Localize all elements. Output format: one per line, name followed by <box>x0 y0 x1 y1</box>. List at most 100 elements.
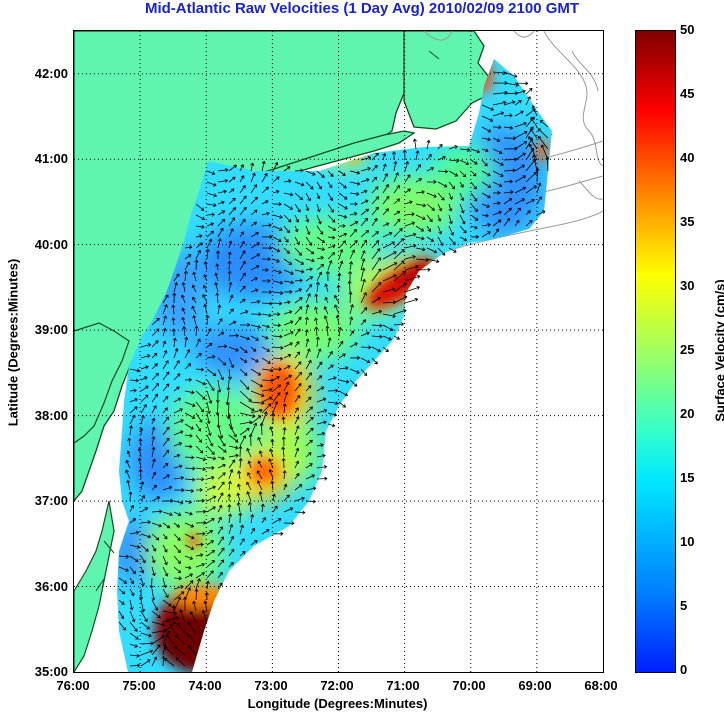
velocity-arrow <box>206 549 216 557</box>
velocity-arrow <box>151 446 156 458</box>
velocity-arrow <box>492 137 501 142</box>
velocity-arrow <box>448 170 459 177</box>
velocity-arrow <box>140 365 149 370</box>
velocity-arrow <box>283 320 294 326</box>
colorbar-tick-label: 5 <box>680 598 688 613</box>
velocity-arrow <box>173 576 182 581</box>
velocity-arrow <box>371 240 380 249</box>
velocity-arrow <box>192 271 197 282</box>
velocity-arrow <box>261 346 270 352</box>
velocity-arrow <box>261 234 273 239</box>
velocity-arrow <box>470 225 478 230</box>
velocity-arrow <box>283 179 292 184</box>
velocity-arrow <box>294 496 305 502</box>
velocity-arrow <box>140 385 149 392</box>
velocity-arrow <box>182 325 187 337</box>
velocity-arrow <box>448 158 460 163</box>
velocity-map[interactable] <box>73 30 604 673</box>
velocity-arrow <box>415 258 429 263</box>
velocity-arrow <box>272 400 279 414</box>
velocity-arrow <box>195 487 204 492</box>
velocity-arrow <box>470 234 480 239</box>
velocity-arrow <box>349 249 356 260</box>
velocity-arrow <box>191 305 197 315</box>
velocity-arrow <box>184 573 194 579</box>
velocity-arrow <box>283 342 293 348</box>
velocity-arrow <box>140 507 149 513</box>
velocity-arrow <box>217 434 226 447</box>
velocity-arrow <box>206 530 213 535</box>
velocity-arrow <box>140 621 150 630</box>
velocity-arrow <box>187 644 197 656</box>
velocity-arrow <box>404 174 411 183</box>
velocity-arrow <box>382 346 389 353</box>
velocity-arrow <box>316 443 324 448</box>
map-title: Mid-Atlantic Raw Velocities (1 Day Avg) … <box>144 0 580 17</box>
velocity-arrow <box>206 401 211 415</box>
velocity-arrow <box>324 296 329 304</box>
velocity-arrow <box>294 416 300 425</box>
velocity-arrow <box>412 138 417 150</box>
velocity-arrow <box>129 632 139 640</box>
velocity-arrow <box>217 423 224 439</box>
velocity-arrow <box>195 242 203 249</box>
velocity-arrow <box>323 306 329 315</box>
velocity-arrow <box>173 544 181 554</box>
velocity-arrow <box>246 447 252 458</box>
velocity-arrow <box>382 184 389 194</box>
velocity-arrow <box>261 172 268 183</box>
velocity-arrow <box>492 219 502 227</box>
velocity-arrow <box>239 357 248 363</box>
velocity-arrow <box>503 168 516 173</box>
velocity-arrow <box>140 414 145 425</box>
velocity-arrow <box>239 185 246 194</box>
velocity-arrow <box>415 190 425 195</box>
velocity-arrow <box>382 173 388 183</box>
velocity-arrow <box>228 207 236 216</box>
velocity-arrow <box>437 203 443 212</box>
velocity-arrow <box>215 292 220 304</box>
velocity-arrow <box>371 218 378 227</box>
velocity-arrow <box>360 217 368 227</box>
x-tick-label: 70:00 <box>452 678 486 693</box>
velocity-arrow <box>305 348 311 359</box>
velocity-arrow <box>324 283 329 293</box>
velocity-arrow <box>217 368 224 381</box>
velocity-arrow <box>162 643 167 656</box>
velocity-arrow <box>217 189 227 194</box>
velocity-arrow <box>323 315 329 326</box>
velocity-arrow <box>166 618 175 634</box>
velocity-arrow <box>382 208 389 216</box>
velocity-arrow <box>129 388 137 393</box>
velocity-arrow <box>327 401 339 406</box>
velocity-arrow <box>261 378 274 383</box>
velocity-arrow <box>239 538 245 546</box>
velocity-arrow <box>228 445 239 450</box>
velocity-arrow <box>503 217 511 227</box>
velocity-arrow <box>217 481 225 491</box>
colorbar-tick-label: 40 <box>680 150 695 165</box>
velocity-arrow <box>272 236 282 243</box>
velocity-arrow <box>173 347 179 359</box>
velocity-arrow <box>239 379 250 390</box>
velocity-arrow <box>250 196 258 205</box>
velocity-arrow <box>294 383 302 392</box>
velocity-arrow <box>151 471 157 480</box>
velocity-arrow <box>140 376 148 381</box>
velocity-arrow <box>514 219 520 227</box>
velocity-arrow <box>503 100 516 106</box>
velocity-arrow <box>129 544 141 549</box>
velocity-arrow <box>182 596 187 612</box>
velocity-arrow <box>184 580 194 590</box>
velocity-arrow <box>228 535 235 546</box>
velocity-arrow <box>525 198 535 205</box>
velocity-arrow <box>184 336 189 348</box>
velocity-arrow <box>261 387 273 392</box>
velocity-arrow <box>151 599 158 611</box>
velocity-arrow <box>327 181 333 189</box>
velocity-arrow <box>283 166 291 172</box>
velocity-arrow <box>129 555 139 563</box>
velocity-arrow <box>448 203 453 212</box>
velocity-arrow <box>349 304 354 315</box>
velocity-arrow <box>261 357 271 364</box>
